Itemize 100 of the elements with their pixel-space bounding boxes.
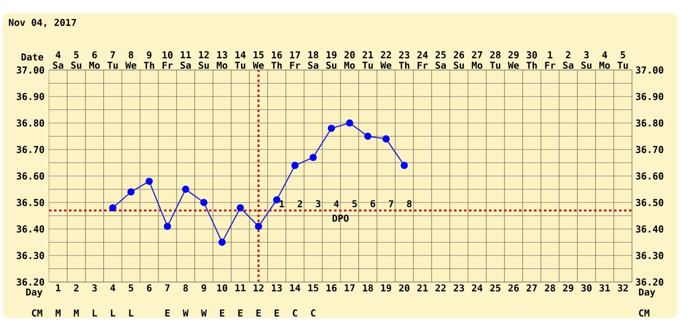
- text: 21 Tu: [362, 51, 374, 69]
- text: L: [129, 310, 134, 316]
- text: 11 Sa: [180, 51, 191, 69]
- point: [127, 188, 135, 196]
- text: 4 Mo: [599, 51, 610, 69]
- text: E: [256, 310, 261, 316]
- x-tick-label: 6: [146, 284, 152, 292]
- annotation: 2: [298, 200, 302, 208]
- chart-title: Nov 04, 2017: [8, 18, 76, 28]
- x-tick-label: 15: [308, 284, 318, 292]
- y-tick-label: 36.60: [16, 172, 44, 180]
- text: M: [56, 310, 61, 316]
- point: [400, 162, 408, 169]
- annotation: 1: [280, 200, 284, 208]
- x-tick-label: 21: [417, 284, 428, 292]
- x-tick-label: 2: [74, 284, 78, 292]
- point: [218, 238, 226, 246]
- y-tick-label: 36.20: [16, 278, 44, 286]
- x-tick-label: 26: [508, 284, 519, 292]
- x-tick-label: 1: [56, 284, 61, 292]
- text: 12 Su: [198, 51, 209, 69]
- point: [146, 178, 153, 185]
- y2-tick-label: 36.40: [636, 225, 664, 233]
- x-tick-label: 7: [165, 284, 170, 292]
- text: C: [311, 309, 316, 317]
- text: 10 Fr: [162, 51, 173, 69]
- x-tick-label: 5: [128, 284, 134, 292]
- point: [346, 119, 354, 127]
- text: CM: [32, 309, 42, 317]
- text: W: [201, 310, 207, 316]
- text: 27 Mo: [472, 51, 482, 69]
- point: [364, 132, 372, 140]
- text: 29 We: [508, 51, 519, 69]
- text: 14 Tu: [235, 51, 246, 69]
- point: [182, 186, 190, 193]
- x-tick-label: 8: [183, 284, 188, 292]
- y-tick-label: 36.50: [16, 198, 44, 206]
- text: 5 Tu: [618, 51, 628, 69]
- point: [291, 162, 299, 169]
- text: 23 Th: [398, 51, 410, 69]
- annotation: 8: [407, 200, 412, 208]
- text: 8 We: [125, 51, 136, 69]
- text: 26 Su: [454, 51, 464, 69]
- text: L: [92, 310, 98, 316]
- y-tick-label: 36.70: [16, 146, 44, 154]
- text: Date: [21, 53, 44, 61]
- text: 30 Th: [526, 51, 537, 69]
- point: [310, 154, 317, 162]
- text: 28 Tu: [490, 51, 500, 69]
- point: [254, 222, 262, 230]
- x-tick-label: 18: [363, 284, 373, 292]
- x-tick-label: 31: [600, 284, 610, 292]
- y2-tick-label: 36.80: [636, 119, 664, 127]
- annotation: 5: [352, 200, 357, 208]
- y2-tick-label: 36.90: [636, 92, 664, 100]
- point: [200, 198, 208, 206]
- y-tick-label: 36.30: [16, 252, 44, 260]
- x-tick-label: 17: [344, 284, 355, 292]
- x-tick-label: 22: [436, 284, 446, 292]
- text: 24 Fr: [417, 51, 428, 69]
- text: E: [238, 310, 243, 316]
- x-tick-label: 19: [381, 284, 392, 292]
- point: [164, 222, 172, 230]
- text: 18 Sa: [308, 51, 318, 69]
- x-tick-label: 28: [544, 284, 556, 292]
- x-tick-label: 25: [490, 284, 500, 292]
- x-tick-label: 20: [399, 284, 410, 292]
- text: 17 Fr: [290, 51, 300, 69]
- y2-tick-label: 37.00: [636, 66, 664, 74]
- point: [236, 204, 244, 212]
- text: 2 Sa: [563, 51, 574, 69]
- text: CM: [639, 309, 650, 317]
- y-tick-label: 37.00: [16, 66, 44, 74]
- y-tick-label: 36.40: [16, 225, 44, 233]
- x-tick-label: 14: [290, 284, 300, 292]
- text: C: [292, 309, 298, 317]
- y2-tick-label: 36.50: [636, 198, 664, 206]
- y2-tick-label: 36.70: [636, 146, 664, 154]
- text: Day: [639, 288, 656, 298]
- y-tick-label: 36.90: [16, 92, 44, 100]
- x-tick-label: 29: [563, 284, 574, 292]
- x-tick-label: 24: [472, 284, 482, 292]
- point: [273, 196, 280, 204]
- text: 20 Mo: [344, 51, 355, 69]
- x-tick-label: 4: [110, 284, 116, 292]
- text: L: [110, 310, 116, 316]
- x-axis-title: Day: [26, 288, 42, 298]
- text: 3 Su: [581, 51, 592, 69]
- point: [109, 204, 116, 212]
- x-tick-label: 10: [217, 284, 228, 292]
- x-tick-label: 16: [326, 284, 337, 292]
- x-tick-label: 30: [581, 284, 592, 292]
- y2-tick-label: 36.30: [636, 252, 664, 260]
- text: E: [220, 310, 224, 316]
- text: 25 Sa: [436, 51, 446, 69]
- text: 5 Su: [71, 51, 82, 69]
- x-tick-label: 13: [272, 284, 282, 292]
- text: 13 Mo: [216, 51, 228, 69]
- text: 22 We: [380, 51, 392, 69]
- text: 19 Su: [326, 51, 336, 69]
